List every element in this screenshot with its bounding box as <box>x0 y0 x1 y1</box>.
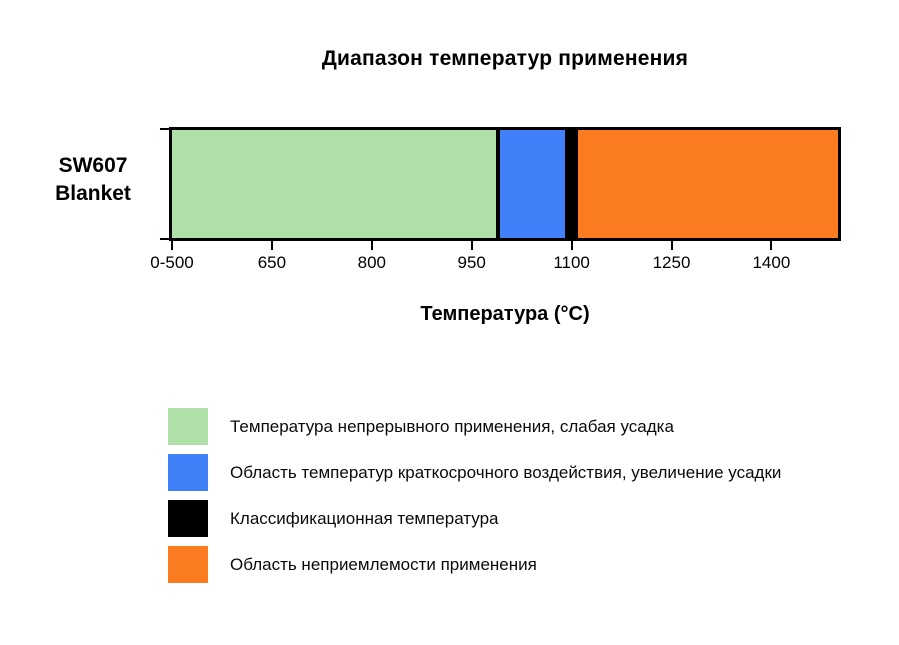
row-label: SW607 Blanket <box>43 152 143 208</box>
legend-item-classification-temperature: Классификационная температура <box>168 500 781 537</box>
x-axis-tick-labels: 0-500 650 800 950 1100 1250 1400 <box>150 253 838 275</box>
legend: Температура непрерывного применения, сла… <box>168 408 781 592</box>
legend-label: Область температур краткосрочного воздей… <box>230 462 782 482</box>
legend-item-short-term-exposure: Область температур краткосрочного воздей… <box>168 454 781 491</box>
x-axis-tick-label: 800 <box>357 253 386 272</box>
segment-divider <box>496 130 501 238</box>
x-axis-tick <box>670 241 673 250</box>
x-axis-tick-label: 650 <box>257 253 287 272</box>
x-axis-tick-label: 950 <box>457 253 486 272</box>
legend-label: Классификационная температура <box>230 508 499 528</box>
x-axis-tick-label: 1100 <box>553 253 590 272</box>
bar-frame <box>169 127 841 241</box>
x-axis-tick <box>370 241 373 250</box>
row-label-line2: Blanket <box>55 182 131 205</box>
legend-label: Область неприемлемости применения <box>230 554 537 574</box>
bar-segment-continuous-use <box>172 130 499 238</box>
bar-track <box>172 130 838 238</box>
x-axis-tick <box>270 241 273 250</box>
bar-segment-classification-temperature <box>564 130 579 238</box>
x-axis-tick-label: 1400 <box>752 253 791 272</box>
bar-segment-unacceptable-use <box>578 130 838 238</box>
legend-item-continuous-use: Температура непрерывного применения, сла… <box>168 408 781 445</box>
x-axis-tick <box>470 241 473 250</box>
axis-end-tick-top <box>160 128 170 130</box>
chart-title: Диапазон температур применения <box>321 47 689 70</box>
x-axis-tick <box>770 241 773 250</box>
x-axis-tick <box>570 241 573 250</box>
x-axis-ticks <box>171 241 838 250</box>
row-label-line1: SW607 <box>58 154 128 177</box>
x-axis-tick <box>171 241 173 250</box>
x-axis-tick-label: 0-500 <box>150 253 194 272</box>
x-axis-tick-label: 1250 <box>652 253 691 272</box>
legend-swatch-classification-temperature <box>168 500 208 537</box>
legend-item-unacceptable-use: Область неприемлемости применения <box>168 546 781 583</box>
bar-segment-short-term-exposure <box>498 130 565 238</box>
legend-swatch-continuous-use <box>168 408 208 445</box>
x-axis-label: Температура (°C) <box>420 303 590 325</box>
legend-swatch-short-term-exposure <box>168 454 208 491</box>
legend-label: Температура непрерывного применения, сла… <box>230 416 674 436</box>
axis-end-tick-bottom <box>160 238 170 240</box>
legend-swatch-unacceptable-use <box>168 546 208 583</box>
